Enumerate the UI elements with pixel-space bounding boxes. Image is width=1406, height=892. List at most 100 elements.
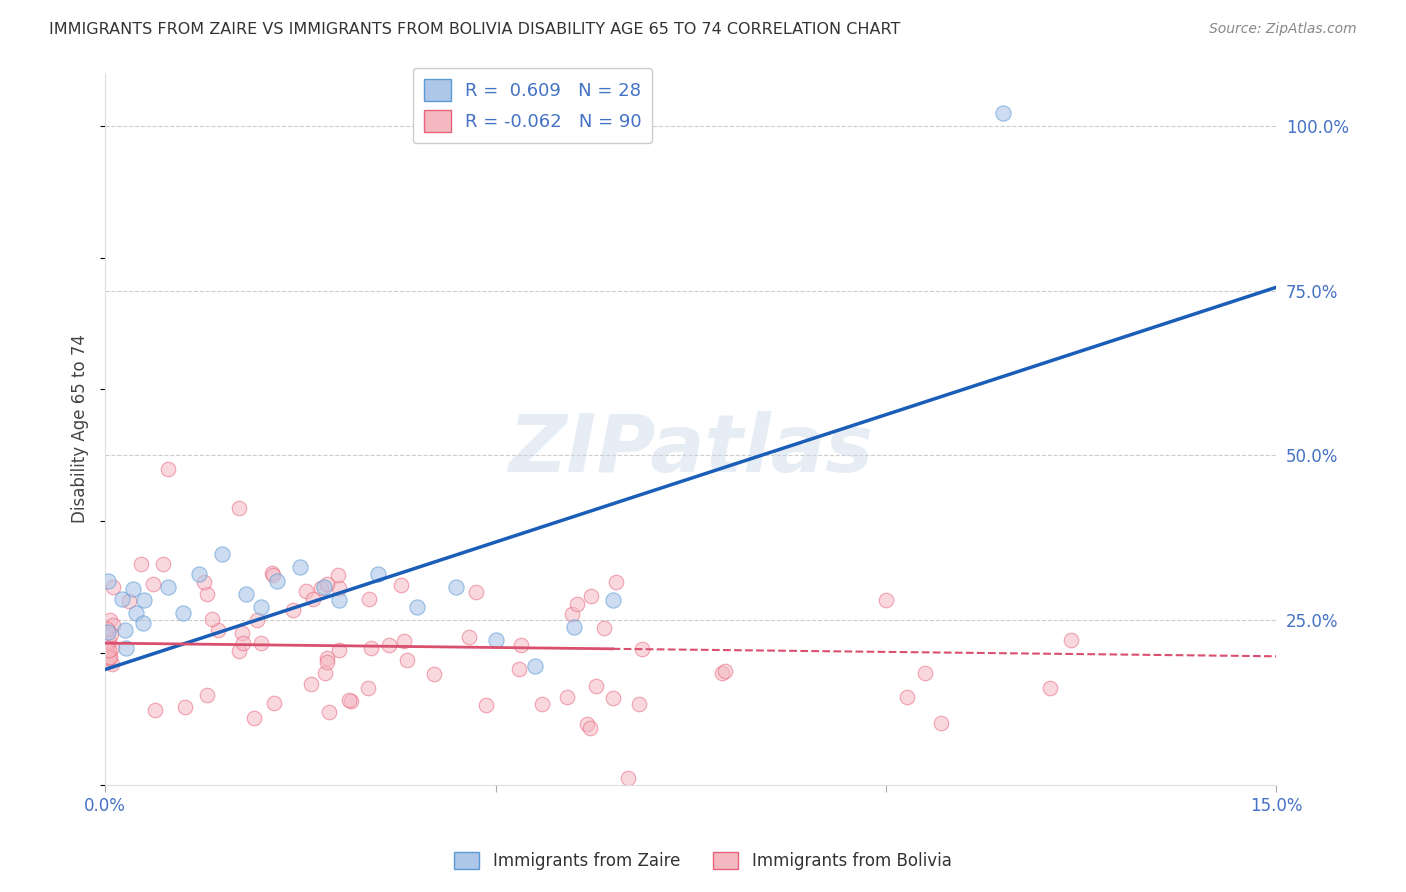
- Point: [231, 625, 253, 640]
- Point: [156, 461, 179, 475]
- Point: [991, 105, 1014, 120]
- Point: [262, 567, 284, 582]
- Point: [585, 679, 607, 693]
- Point: [96, 640, 118, 654]
- Point: [602, 593, 624, 607]
- Point: [875, 593, 897, 607]
- Point: [392, 633, 415, 648]
- Point: [97, 642, 120, 657]
- Point: [100, 649, 122, 664]
- Point: [309, 581, 332, 595]
- Point: [474, 698, 496, 712]
- Point: [96, 654, 118, 668]
- Point: [97, 624, 120, 639]
- Point: [316, 651, 339, 665]
- Point: [523, 659, 546, 673]
- Point: [246, 613, 269, 627]
- Point: [172, 607, 194, 621]
- Point: [367, 566, 389, 581]
- Point: [555, 690, 578, 705]
- Point: [581, 589, 603, 603]
- Point: [446, 580, 468, 594]
- Point: [575, 717, 598, 731]
- Point: [152, 557, 174, 571]
- Point: [195, 586, 218, 600]
- Point: [211, 547, 233, 561]
- Point: [295, 583, 318, 598]
- Point: [464, 584, 486, 599]
- Point: [250, 599, 273, 614]
- Point: [114, 624, 136, 638]
- Point: [395, 653, 418, 667]
- Point: [602, 691, 624, 706]
- Point: [100, 627, 122, 641]
- Point: [115, 640, 138, 655]
- Y-axis label: Disability Age 65 to 74: Disability Age 65 to 74: [72, 334, 89, 524]
- Point: [101, 657, 124, 672]
- Point: [132, 615, 155, 630]
- Point: [201, 612, 224, 626]
- Point: [302, 592, 325, 607]
- Point: [561, 607, 583, 621]
- Point: [531, 698, 554, 712]
- Point: [316, 655, 339, 669]
- Point: [1060, 633, 1083, 648]
- Point: [357, 681, 380, 695]
- Text: Source: ZipAtlas.com: Source: ZipAtlas.com: [1209, 22, 1357, 37]
- Point: [250, 635, 273, 649]
- Point: [359, 591, 381, 606]
- Point: [929, 715, 952, 730]
- Point: [508, 662, 530, 676]
- Point: [340, 694, 363, 708]
- Point: [592, 621, 614, 635]
- Point: [484, 632, 506, 647]
- Point: [156, 580, 179, 594]
- Point: [318, 705, 340, 719]
- Point: [243, 711, 266, 725]
- Point: [605, 574, 627, 589]
- Point: [312, 580, 335, 594]
- Point: [896, 690, 918, 705]
- Point: [914, 665, 936, 680]
- Point: [509, 638, 531, 652]
- Point: [111, 592, 134, 607]
- Point: [378, 638, 401, 652]
- Point: [94, 650, 117, 665]
- Point: [98, 651, 121, 665]
- Point: [134, 593, 156, 607]
- Point: [389, 578, 412, 592]
- Point: [129, 558, 152, 572]
- Text: ZIPatlas: ZIPatlas: [508, 411, 873, 490]
- Point: [1039, 681, 1062, 696]
- Point: [207, 623, 229, 637]
- Point: [173, 700, 195, 714]
- Point: [96, 643, 118, 657]
- Point: [628, 697, 651, 711]
- Point: [97, 649, 120, 664]
- Point: [98, 613, 121, 627]
- Point: [193, 575, 215, 590]
- Point: [101, 641, 124, 656]
- Point: [118, 593, 141, 607]
- Legend: Immigrants from Zaire, Immigrants from Bolivia: Immigrants from Zaire, Immigrants from B…: [447, 845, 959, 877]
- Point: [458, 630, 481, 644]
- Point: [187, 566, 209, 581]
- Point: [101, 618, 124, 632]
- Point: [232, 636, 254, 650]
- Point: [631, 642, 654, 657]
- Point: [228, 501, 250, 516]
- Point: [337, 693, 360, 707]
- Point: [710, 665, 733, 680]
- Point: [562, 620, 585, 634]
- Point: [97, 574, 120, 588]
- Point: [96, 622, 118, 636]
- Point: [98, 633, 121, 648]
- Point: [314, 666, 336, 681]
- Point: [360, 641, 382, 656]
- Point: [328, 642, 350, 657]
- Point: [195, 688, 218, 702]
- Point: [579, 721, 602, 735]
- Point: [422, 666, 444, 681]
- Point: [124, 607, 146, 621]
- Point: [299, 677, 322, 691]
